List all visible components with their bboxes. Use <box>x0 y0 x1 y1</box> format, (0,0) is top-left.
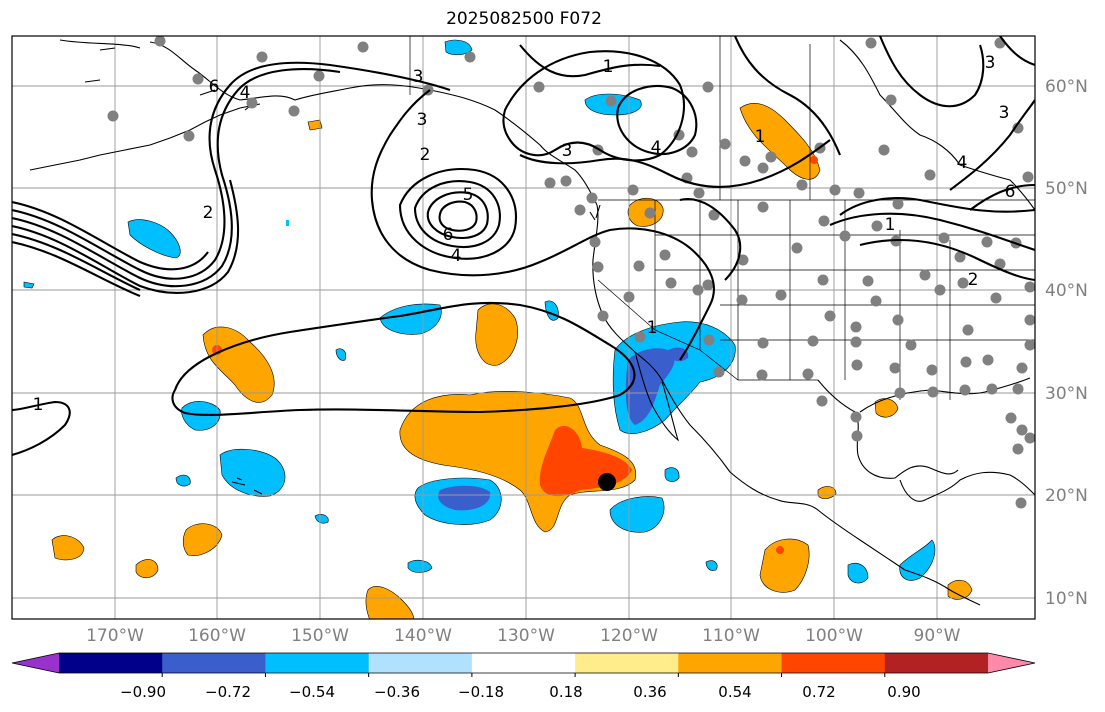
contour-label: 3 <box>562 141 573 161</box>
lon-label-160w: 160°W <box>188 626 246 646</box>
lat-label-50n: 50°N <box>1045 179 1088 199</box>
contour-label: 3 <box>417 110 428 130</box>
colorbar <box>11 652 1036 677</box>
contour-label: 2 <box>203 203 214 223</box>
contour-label: 1 <box>885 215 896 235</box>
lon-label-120w: 120°W <box>600 626 658 646</box>
station-dots <box>107 36 1035 509</box>
colorbar-tick-label: −0.18 <box>458 683 504 701</box>
colorbar-tick-label: 0.36 <box>633 683 667 701</box>
strong-cool-anomaly-baja <box>625 348 675 425</box>
colorbar-extend-low <box>12 653 59 673</box>
colorbar-segment <box>471 653 576 673</box>
contour-label: 3 <box>999 103 1010 123</box>
contour-lines <box>12 36 1035 457</box>
colorbar-segment <box>678 653 783 673</box>
highlight-marker <box>598 473 616 491</box>
lon-label-170w: 170°W <box>86 626 144 646</box>
lat-label-20n: 20°N <box>1045 486 1088 506</box>
colorbar-tick-label: 0.90 <box>887 683 921 701</box>
contour-label: 6 <box>443 225 454 245</box>
colorbar-segment <box>884 653 989 673</box>
contour-label: 1 <box>755 127 766 147</box>
colorbar-tick-label: −0.36 <box>374 683 420 701</box>
colorbar-segment <box>781 653 886 673</box>
graticule <box>12 36 1035 619</box>
contour-label: 2 <box>420 145 431 165</box>
colorbar-tick-label: 0.72 <box>802 683 836 701</box>
colorbar-tick-label: −0.72 <box>205 683 251 701</box>
lon-label-150w: 150°W <box>291 626 349 646</box>
colorbar-segment <box>368 653 473 673</box>
colorbar-segment <box>575 653 679 673</box>
contour-label: 4 <box>451 246 462 266</box>
lon-label-90w: 90°W <box>913 626 961 646</box>
colorbar-tick-label: −0.54 <box>289 683 335 701</box>
colorbar-segment <box>162 653 266 673</box>
contour-label: 6 <box>209 77 220 97</box>
contour-label: 4 <box>957 153 968 173</box>
warm-anomaly-west <box>202 326 275 403</box>
coastlines <box>29 39 1035 606</box>
colorbar-tick-label: 0.18 <box>549 683 583 701</box>
contour-label: 1 <box>647 318 658 338</box>
warm-anomaly-central-pacific <box>399 390 637 533</box>
contour-label: 6 <box>1005 182 1016 202</box>
lon-label-130w: 130°W <box>497 626 555 646</box>
colorbar-extend-high <box>988 653 1035 673</box>
contour-label: 1 <box>603 57 614 77</box>
contour-label: 3 <box>413 67 424 87</box>
lon-label-140w: 140°W <box>394 626 452 646</box>
contour-label: 5 <box>463 185 474 205</box>
shaded-anomaly-fields <box>23 39 973 619</box>
colorbar-tick-label: 0.54 <box>718 683 752 701</box>
colorbar-tick-label: −0.90 <box>120 683 166 701</box>
plot-frame <box>11 35 1036 620</box>
contour-label: 4 <box>651 138 662 158</box>
lat-label-30n: 30°N <box>1045 384 1088 404</box>
colorbar-outline <box>11 652 1036 674</box>
contour-label: 4 <box>240 83 251 103</box>
colorbar-segment <box>265 653 370 673</box>
lon-label-110w: 110°W <box>702 626 760 646</box>
contour-label: 1 <box>33 395 44 415</box>
colorbar-segment <box>59 653 163 673</box>
lon-label-100w: 100°W <box>805 626 863 646</box>
lat-label-40n: 40°N <box>1045 281 1088 301</box>
contour-label: 2 <box>968 270 979 290</box>
lat-label-60n: 60°N <box>1045 77 1088 97</box>
contour-label: 3 <box>985 53 996 73</box>
map-title: 2025082500 F072 <box>446 9 602 29</box>
lat-label-10n: 10°N <box>1045 589 1088 609</box>
warm-anomaly-mid <box>475 303 518 366</box>
